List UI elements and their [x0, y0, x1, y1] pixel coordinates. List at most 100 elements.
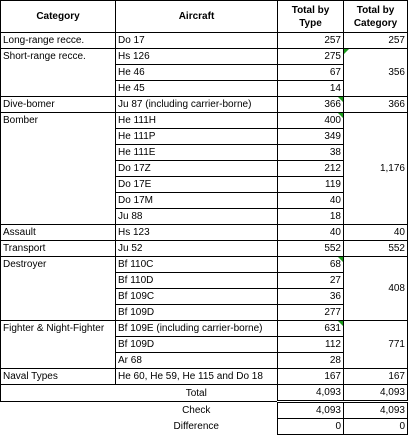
- category-cell[interactable]: [0, 192, 116, 209]
- check-category-cell[interactable]: 4,093: [343, 401, 408, 419]
- aircraft-cell[interactable]: Ar 68: [115, 352, 278, 369]
- header-total-by-type[interactable]: Total by Type: [277, 0, 344, 33]
- total-row: Total 4,093 4,093: [0, 384, 408, 403]
- difference-blank-cell[interactable]: [1, 419, 116, 435]
- category-cell[interactable]: Assault: [0, 224, 116, 241]
- check-label[interactable]: Check: [115, 401, 278, 419]
- aircraft-cell[interactable]: Bf 109D: [115, 336, 278, 353]
- total-type-cell[interactable]: 400: [277, 112, 344, 129]
- aircraft-cell[interactable]: Bf 110D: [115, 272, 278, 289]
- total-type-cell[interactable]: 36: [277, 288, 344, 305]
- aircraft-cell[interactable]: Hs 123: [115, 224, 278, 241]
- aircraft-cell[interactable]: He 60, He 59, He 115 and Do 18: [115, 368, 278, 385]
- category-cell[interactable]: Bomber: [0, 112, 116, 129]
- total-type-cell[interactable]: 4,093: [277, 384, 344, 403]
- total-type-cell[interactable]: 40: [277, 192, 344, 209]
- category-cell[interactable]: [0, 208, 116, 225]
- aircraft-cell[interactable]: Hs 126: [115, 48, 278, 65]
- total-category-cell[interactable]: 40: [343, 224, 408, 241]
- total-type-cell[interactable]: 631: [277, 320, 344, 337]
- total-type-cell[interactable]: 277: [277, 304, 344, 321]
- total-type-cell[interactable]: 40: [277, 224, 344, 241]
- category-cell[interactable]: [0, 144, 116, 161]
- aircraft-cell[interactable]: He 45: [115, 80, 278, 97]
- total-type-cell[interactable]: 67: [277, 64, 344, 81]
- total-category-cell[interactable]: 257: [343, 32, 408, 49]
- aircraft-cell[interactable]: He 111P: [115, 128, 278, 145]
- total-type-cell[interactable]: 366: [277, 96, 344, 113]
- total-category-cell[interactable]: 771: [343, 320, 408, 369]
- total-category-cell[interactable]: 366: [343, 96, 408, 113]
- total-type-cell[interactable]: 68: [277, 256, 344, 273]
- aircraft-cell[interactable]: He 46: [115, 64, 278, 81]
- difference-type-cell[interactable]: 0: [277, 418, 344, 435]
- total-type-cell[interactable]: 14: [277, 80, 344, 97]
- table-row: Naval Types He 60, He 59, He 115 and Do …: [0, 368, 408, 385]
- total-label[interactable]: Total: [115, 384, 278, 402]
- total-category-cell[interactable]: 408: [343, 256, 408, 321]
- total-type-cell[interactable]: 27: [277, 272, 344, 289]
- aircraft-cell[interactable]: Bf 110C: [115, 256, 278, 273]
- total-category-cell[interactable]: 356: [343, 48, 408, 97]
- total-type-cell[interactable]: 112: [277, 336, 344, 353]
- total-blank-cell[interactable]: [0, 384, 116, 402]
- aircraft-cell[interactable]: Ju 52: [115, 240, 278, 257]
- category-cell[interactable]: [0, 336, 116, 353]
- total-type-cell[interactable]: 18: [277, 208, 344, 225]
- category-cell[interactable]: [0, 80, 116, 97]
- aircraft-cell[interactable]: Bf 109C: [115, 288, 278, 305]
- total-category-cell[interactable]: 4,093: [343, 384, 408, 403]
- category-cell[interactable]: [0, 352, 116, 369]
- table-row: He 46 67: [0, 64, 408, 81]
- category-cell[interactable]: Short-range recce.: [0, 48, 116, 65]
- category-cell[interactable]: Transport: [0, 240, 116, 257]
- table-row: Dive-bomer Ju 87 (including carrier-born…: [0, 96, 408, 113]
- aircraft-cell[interactable]: He 111H: [115, 112, 278, 129]
- total-type-cell[interactable]: 552: [277, 240, 344, 257]
- aircraft-cell[interactable]: Do 17M: [115, 192, 278, 209]
- category-cell[interactable]: Naval Types: [0, 368, 116, 385]
- total-type-cell[interactable]: 275: [277, 48, 344, 65]
- header-total-by-category[interactable]: Total by Category: [343, 0, 408, 33]
- category-cell[interactable]: [0, 304, 116, 321]
- header-category[interactable]: Category: [0, 0, 116, 33]
- aircraft-cell[interactable]: Bf 109D: [115, 304, 278, 321]
- aircraft-cell[interactable]: Ju 87 (including carrier-borne): [115, 96, 278, 113]
- table-row: Fighter & Night-Fighter Bf 109E (includi…: [0, 320, 408, 369]
- category-cell[interactable]: [0, 272, 116, 289]
- difference-category-cell[interactable]: 0: [343, 418, 408, 435]
- aircraft-cell[interactable]: Do 17Z: [115, 160, 278, 177]
- aircraft-cell[interactable]: Do 17E: [115, 176, 278, 193]
- check-blank-cell[interactable]: [1, 402, 116, 419]
- category-cell[interactable]: [0, 64, 116, 81]
- aircraft-cell[interactable]: Do 17: [115, 32, 278, 49]
- aircraft-cell[interactable]: He 111E: [115, 144, 278, 161]
- total-type-cell[interactable]: 28: [277, 352, 344, 369]
- difference-row: Difference 0 0: [1, 418, 408, 435]
- category-cell[interactable]: Fighter & Night-Fighter: [0, 320, 116, 337]
- aircraft-cell[interactable]: Bf 109E (including carrier-borne): [115, 320, 278, 337]
- aircraft-cell[interactable]: Ju 88: [115, 208, 278, 225]
- total-type-cell[interactable]: 167: [277, 368, 344, 385]
- category-cell[interactable]: [0, 160, 116, 177]
- check-type-cell[interactable]: 4,093: [277, 401, 344, 419]
- total-type-cell[interactable]: 212: [277, 160, 344, 177]
- category-cell[interactable]: Long-range recce.: [0, 32, 116, 49]
- category-cell[interactable]: [0, 128, 116, 145]
- total-type-cell[interactable]: 349: [277, 128, 344, 145]
- table-row: Bf 109D 277: [0, 304, 408, 321]
- header-aircraft[interactable]: Aircraft: [115, 0, 278, 33]
- total-category-cell[interactable]: 1,176: [343, 112, 408, 225]
- category-cell[interactable]: [0, 176, 116, 193]
- total-type-cell[interactable]: 119: [277, 176, 344, 193]
- category-cell[interactable]: Dive-bomer: [0, 96, 116, 113]
- total-type-cell[interactable]: 38: [277, 144, 344, 161]
- total-type-cell[interactable]: 257: [277, 32, 344, 49]
- total-category-cell[interactable]: 552: [343, 240, 408, 257]
- total-category-cell[interactable]: 167: [343, 368, 408, 385]
- category-cell[interactable]: [0, 288, 116, 305]
- category-cell[interactable]: Destroyer: [0, 256, 116, 273]
- difference-label[interactable]: Difference: [115, 418, 278, 435]
